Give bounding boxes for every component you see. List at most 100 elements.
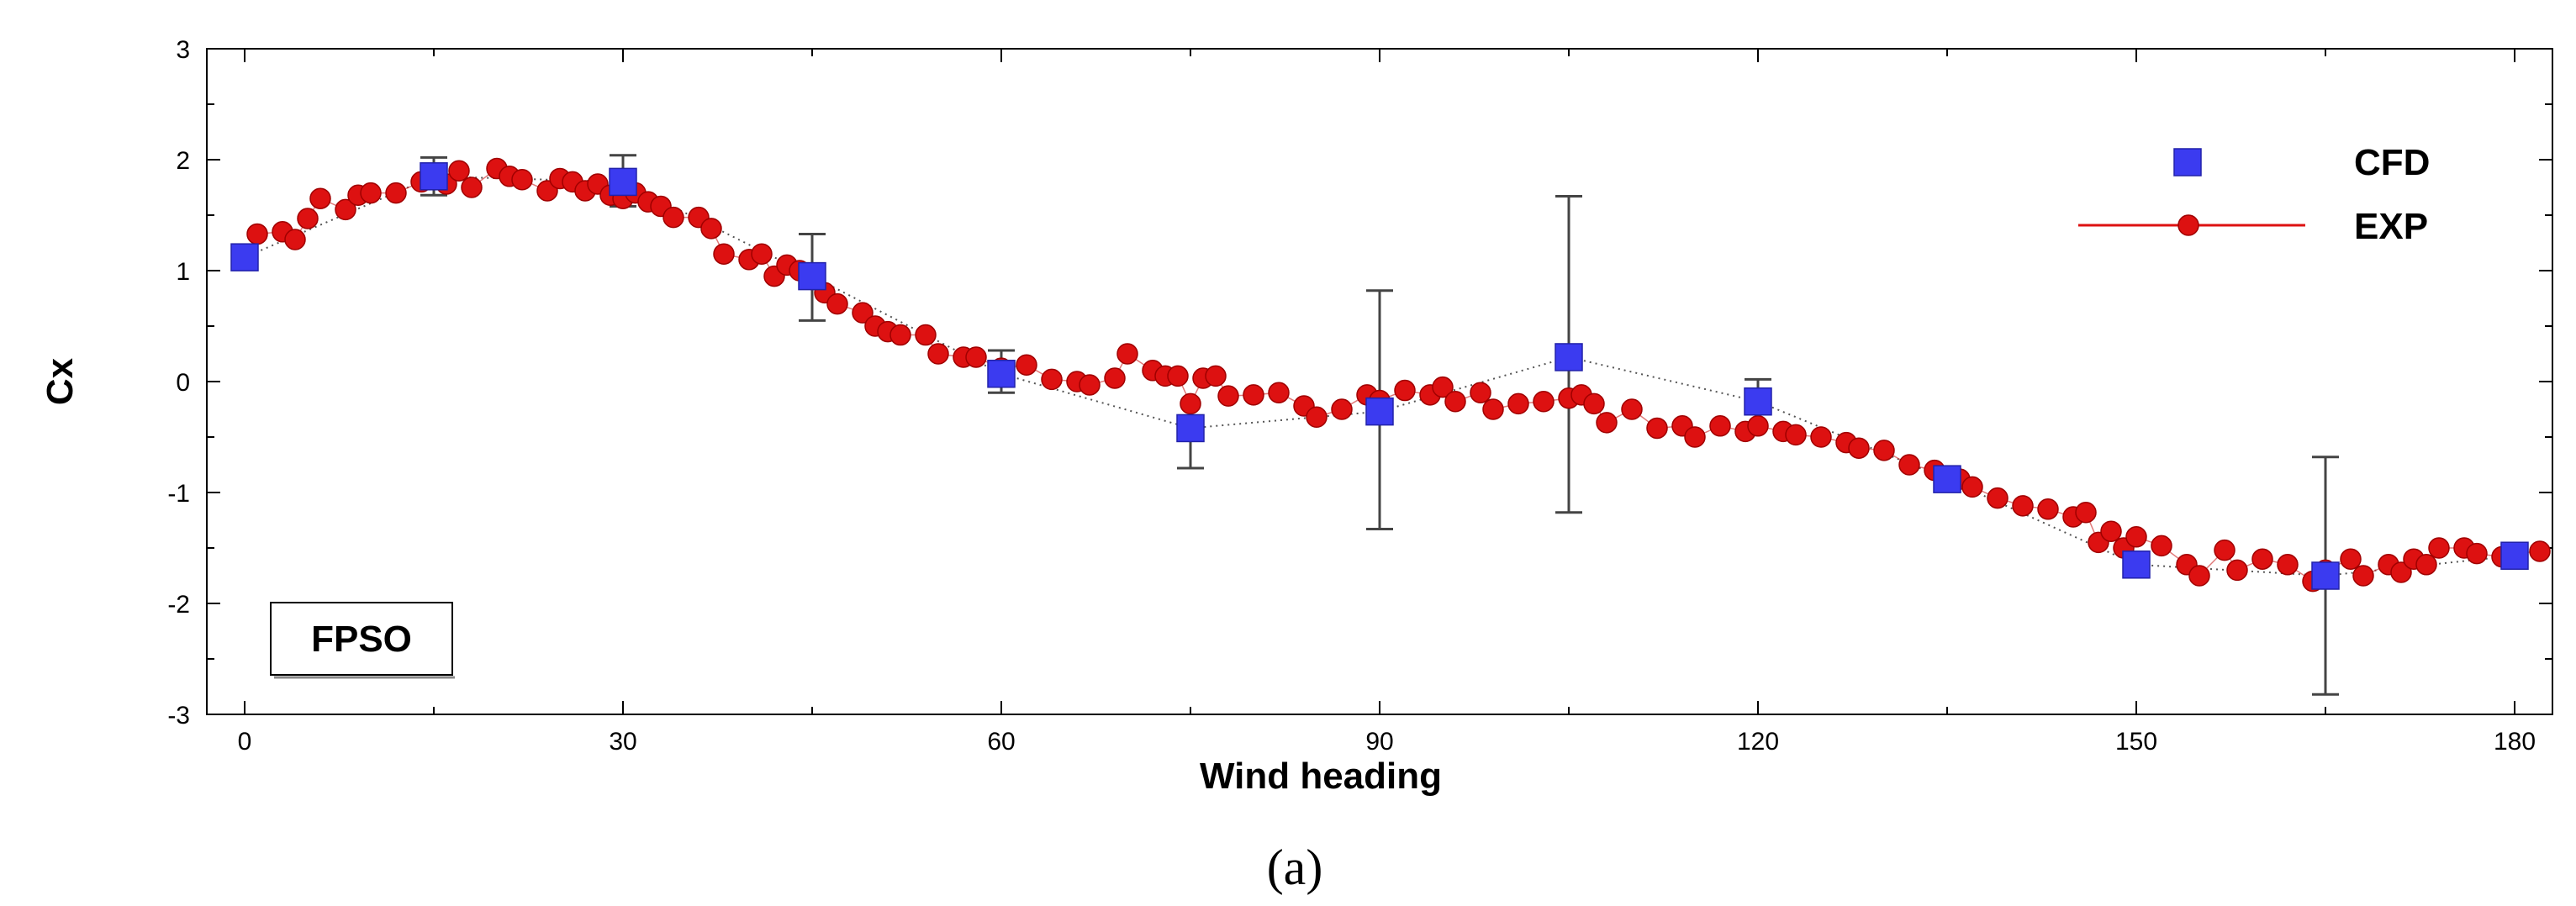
cfd-data-point <box>2122 550 2151 579</box>
exp-data-point <box>826 292 848 315</box>
exp-data-point <box>1583 392 1605 415</box>
y-axis-title: Cx <box>40 357 81 405</box>
exp-data-point <box>1785 424 1807 446</box>
exp-data-point <box>2214 539 2236 561</box>
x-axis-title: Wind heading <box>1200 756 1442 797</box>
cfd-data-point <box>1744 387 1772 416</box>
exp-data-point <box>1533 391 1555 413</box>
exp-data-point <box>1041 368 1063 391</box>
exp-data-point <box>965 346 987 368</box>
x-tick-label: 60 <box>987 728 1015 756</box>
x-tick-label: 90 <box>1365 728 1393 756</box>
exp-data-point <box>2012 495 2034 517</box>
y-tick-label: 3 <box>176 36 190 64</box>
exp-data-point <box>751 243 773 265</box>
exp-data-point <box>1394 379 1416 402</box>
x-tick-label: 180 <box>2494 728 2536 756</box>
exp-data-point <box>2151 535 2172 557</box>
exp-data-point <box>1079 374 1101 396</box>
exp-data-point <box>1217 385 1239 407</box>
exp-data-point <box>1848 437 1870 459</box>
exp-data-point <box>2415 554 2437 576</box>
exp-data-point <box>1268 382 1290 403</box>
exp-data-point <box>2390 561 2412 583</box>
cfd-data-point <box>230 243 259 271</box>
cfd-data-point <box>420 162 448 191</box>
exp-data-point <box>1444 391 1466 413</box>
exp-data-point <box>461 176 483 198</box>
exp-data-point <box>2277 554 2299 576</box>
exp-data-point <box>852 302 874 324</box>
exp-data-point <box>2188 565 2210 587</box>
exp-data-point <box>713 243 735 265</box>
exp-data-point <box>511 169 533 191</box>
y-tick-label: 0 <box>176 369 190 397</box>
cfd-data-point <box>2500 541 2529 570</box>
exp-data-point <box>1016 354 1037 376</box>
exp-data-point <box>1898 454 1920 476</box>
exp-data-point <box>1646 417 1668 440</box>
exp-data-point <box>1205 365 1227 387</box>
exp-data-point <box>2037 498 2059 520</box>
cfd-data-point <box>609 167 637 197</box>
exp-data-point <box>662 206 684 229</box>
exp-data-point <box>2125 526 2147 548</box>
legend-cfd-label: CFD <box>2354 142 2430 183</box>
exp-data-point <box>2466 542 2488 565</box>
exp-data-point <box>1507 392 1529 415</box>
cfd-data-point <box>1555 343 1583 371</box>
legend-exp-marker <box>2177 214 2199 236</box>
exp-data-point <box>1684 426 1706 448</box>
exp-data-point <box>246 223 268 245</box>
figure-caption: (a) <box>1267 840 1323 895</box>
cfd-data-point <box>1365 397 1394 426</box>
exp-data-point <box>1306 406 1328 428</box>
annotation-box <box>270 602 453 676</box>
exp-data-point <box>927 343 949 365</box>
exp-data-point <box>1243 384 1264 406</box>
cfd-data-point <box>1933 465 1961 493</box>
legend-exp-label: EXP <box>2354 206 2428 247</box>
exp-data-point <box>2226 559 2248 582</box>
exp-data-point <box>309 187 331 209</box>
exp-data-point <box>1621 398 1643 420</box>
annotation-label: FPSO <box>311 619 412 660</box>
exp-data-point <box>1482 398 1504 420</box>
exp-data-point <box>1432 376 1454 398</box>
exp-data-point <box>889 324 911 346</box>
exp-data-point <box>1873 440 1895 461</box>
y-tick-label: -2 <box>167 591 190 619</box>
y-tick-label: -3 <box>167 702 190 730</box>
y-tick-label: -1 <box>167 480 190 508</box>
exp-data-point <box>1747 415 1769 437</box>
exp-data-point <box>1167 365 1189 387</box>
exp-data-point <box>2075 502 2097 524</box>
cfd-data-point <box>798 261 826 291</box>
exp-data-point <box>1180 392 1201 415</box>
exp-data-point <box>1961 476 1983 498</box>
exp-data-point <box>448 160 470 182</box>
exp-data-point <box>1596 412 1618 434</box>
exp-data-point <box>2100 520 2122 542</box>
y-tick-label: 1 <box>176 258 190 286</box>
exp-data-point <box>2251 548 2273 570</box>
exp-data-point <box>1116 343 1138 365</box>
exp-data-point <box>2529 540 2551 562</box>
exp-data-point <box>1810 426 1832 448</box>
cfd-data-point <box>987 360 1016 388</box>
x-tick-label: 120 <box>1737 728 1779 756</box>
exp-data-point <box>1987 487 2009 509</box>
exp-data-point <box>1470 382 1491 403</box>
exp-data-point <box>2340 548 2362 570</box>
x-tick-label: 0 <box>238 728 252 756</box>
exp-data-point <box>284 229 306 250</box>
exp-data-point <box>1331 398 1353 420</box>
exp-data-point <box>297 208 319 229</box>
exp-data-point <box>2352 565 2374 587</box>
exp-data-point <box>700 218 722 240</box>
exp-data-point <box>2428 537 2450 559</box>
x-tick-label: 150 <box>2115 728 2157 756</box>
exp-data-point <box>360 182 382 204</box>
